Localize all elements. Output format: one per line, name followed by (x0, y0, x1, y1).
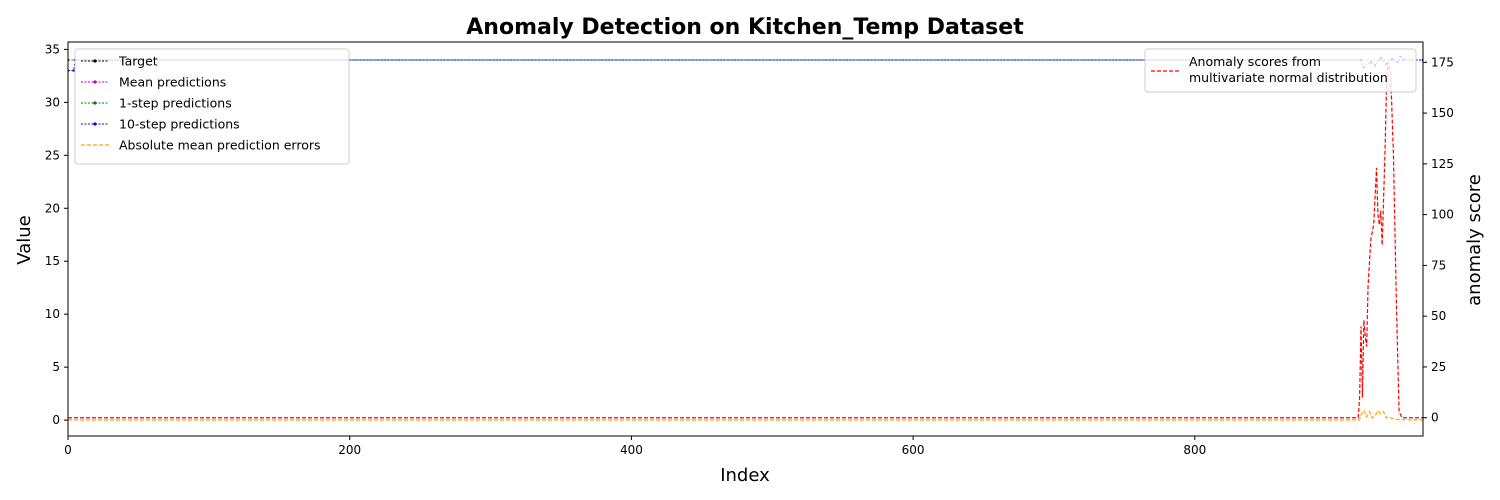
y2-tick-label: 100 (1431, 208, 1454, 222)
x-axis-label: Index (720, 465, 770, 486)
legend-left-label: Mean predictions (119, 75, 226, 90)
legend-right-label: Anomaly scores from (1189, 54, 1321, 69)
x-tick-label: 600 (902, 443, 925, 457)
legend-left-label: Absolute mean prediction errors (119, 138, 321, 153)
legend-left-marker (93, 122, 97, 126)
y2-axis-label: anomaly score (1464, 174, 1485, 306)
y-tick-label: 20 (45, 201, 60, 215)
legend-left-marker (93, 59, 97, 63)
chart-title: Anomaly Detection on Kitchen_Temp Datase… (466, 15, 1024, 40)
y-tick-label: 30 (45, 95, 60, 109)
y-tick-label: 35 (45, 42, 60, 56)
plot-frame (67, 41, 1424, 437)
axes: 0 200 400 600 800 0 5 10 15 20 25 30 35 0 25 50 75 100 125… (45, 41, 1454, 457)
legend-left-marker (93, 101, 97, 105)
y2-tick-label: 150 (1431, 106, 1454, 120)
legends: Target Mean predictions 1-step predictions… (74, 48, 1417, 165)
y-tick-label: 10 (45, 307, 60, 321)
y2-tick-label: 50 (1431, 309, 1446, 323)
legend-left-box (74, 48, 350, 165)
y2-tick-label: 175 (1431, 55, 1454, 69)
x-tick-label: 400 (620, 443, 643, 457)
legend-right-box (1144, 48, 1417, 93)
legend-left-label: 1-step predictions (119, 96, 232, 111)
series-line-4 (68, 409, 1423, 421)
y2-tick-label: 25 (1431, 360, 1446, 374)
legend-right-label: multivariate normal distribution (1189, 70, 1388, 85)
series-line-5 (68, 62, 1423, 419)
y-tick-label: 25 (45, 148, 60, 162)
legend-left-label: Target (118, 54, 158, 69)
y-axis-label: Value (14, 215, 35, 264)
series-3-point (72, 69, 75, 72)
y2-tick-label: 0 (1431, 411, 1439, 425)
y2-tick-label: 75 (1431, 258, 1446, 272)
legend-left-label: 10-step predictions (119, 117, 240, 132)
y-tick-label: 15 (45, 254, 60, 268)
legend-left-marker (93, 80, 97, 84)
x-tick-label: 0 (64, 443, 72, 457)
y2-tick-label: 125 (1431, 157, 1454, 171)
x-tick-label: 200 (338, 443, 361, 457)
y-tick-label: 0 (52, 413, 60, 427)
y-tick-label: 5 (52, 360, 60, 374)
x-tick-label: 800 (1183, 443, 1206, 457)
